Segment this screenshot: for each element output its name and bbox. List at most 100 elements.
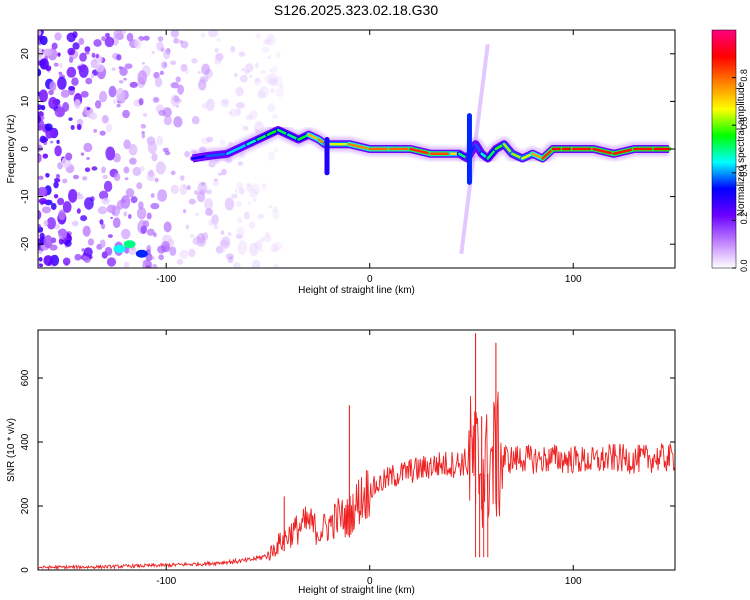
noise-blob: [221, 99, 230, 108]
colorbar-tick-label: 0.2: [739, 212, 749, 225]
noise-blob: [54, 32, 62, 41]
noise-blob: [58, 228, 68, 240]
spectrogram-ytick-label: 20: [20, 48, 31, 60]
noise-blob: [224, 197, 235, 211]
noise-blob: [235, 108, 241, 116]
noise-blob: [272, 78, 278, 83]
noise-blob: [161, 61, 168, 69]
noise-blob: [125, 188, 135, 198]
spectrogram-ytick-label: -10: [20, 189, 31, 204]
ridge-core: [348, 142, 371, 151]
noise-blob: [231, 193, 238, 199]
noise-blob: [78, 64, 89, 78]
noise-cluster: [113, 244, 126, 253]
noise-blob: [98, 207, 105, 213]
noise-blob: [84, 51, 90, 55]
noise-blob: [116, 103, 121, 108]
noise-blob: [74, 253, 82, 261]
noise-blob: [258, 85, 269, 99]
noise-blob: [271, 113, 279, 120]
noise-blob: [157, 36, 164, 42]
snr-axes: -100 0 100 0 200 400 600: [20, 330, 675, 587]
noise-cluster: [135, 249, 148, 258]
noise-blob: [38, 68, 42, 77]
noise-blob: [58, 209, 66, 221]
noise-blob: [57, 52, 61, 57]
noise-blob: [123, 139, 131, 150]
ridge-core: [205, 152, 229, 158]
noise-blob: [186, 185, 191, 191]
colorbar-tick-label: 0.0: [739, 259, 749, 272]
noise-blob: [99, 130, 106, 136]
noise-blob: [197, 182, 208, 195]
noise-blob: [88, 112, 98, 120]
noise-blob: [72, 174, 79, 180]
noise-blob: [247, 201, 252, 205]
noise-blob: [157, 196, 162, 201]
noise-blob: [38, 257, 43, 262]
spectrogram-xtick-label: 0: [367, 274, 373, 285]
noise-blob: [272, 209, 280, 220]
noise-blob: [257, 89, 266, 99]
colorbar-label: Normalized spectral amplitude: [736, 81, 747, 216]
noise-blob: [55, 173, 61, 179]
noise-blob: [101, 115, 109, 124]
noise-blob: [95, 53, 100, 59]
noise-blob: [105, 123, 112, 133]
spectrogram-xtick-label: -100: [156, 274, 176, 285]
noise-blob: [268, 68, 273, 73]
colorbar-tick-label: 0.4: [739, 164, 749, 177]
noise-blob: [38, 89, 48, 103]
noise-blob: [185, 224, 190, 230]
noise-blob: [108, 85, 117, 98]
noise-blob: [146, 170, 156, 182]
noise-blob: [236, 200, 242, 207]
noise-blob: [177, 84, 185, 95]
snr-ytick-label: 400: [20, 433, 31, 450]
noise-blob: [68, 56, 74, 64]
noise-blob: [246, 184, 253, 192]
noise-blob: [91, 52, 96, 58]
noise-blob: [199, 75, 209, 83]
noise-blob: [238, 187, 245, 195]
noise-blob: [83, 142, 93, 153]
noise-blob: [123, 77, 127, 81]
snr-line: [38, 391, 675, 570]
noise-blob: [84, 167, 91, 173]
noise-blob: [119, 67, 128, 76]
noise-blob: [251, 183, 261, 195]
noise-blob: [182, 209, 187, 214]
noise-blob: [155, 161, 166, 175]
noise-blob: [211, 214, 219, 225]
noise-blob: [82, 225, 91, 237]
noise-blob: [77, 65, 81, 70]
noise-blob: [240, 67, 246, 72]
noise-blob: [279, 84, 284, 88]
noise-blob: [233, 72, 238, 77]
noise-blob: [268, 37, 272, 43]
noise-blob: [40, 105, 46, 111]
noise-blob: [215, 52, 224, 62]
noise-blob: [124, 63, 133, 69]
noise-blob: [227, 256, 234, 264]
noise-blob: [129, 81, 138, 88]
spectrogram-ytick-label: 10: [20, 95, 31, 107]
spectrogram-ytick-label: 0: [20, 146, 31, 152]
noise-blob: [72, 42, 80, 50]
noise-blob: [57, 197, 65, 206]
noise-blob: [46, 217, 56, 230]
noise-blob: [106, 257, 117, 267]
noise-blob: [106, 204, 117, 214]
noise-blob: [128, 213, 132, 219]
noise-blob: [54, 107, 65, 118]
noise-blob: [62, 102, 70, 112]
noise-blob: [169, 246, 177, 257]
noise-blob: [236, 182, 244, 190]
noise-blob: [268, 151, 275, 161]
noise-blob: [82, 176, 88, 181]
snr-ytick-label: 0: [20, 567, 31, 573]
noise-blob: [150, 193, 155, 198]
noise-blob: [121, 228, 131, 240]
noise-blob: [140, 123, 146, 129]
snr-xtick-label: -100: [156, 576, 176, 587]
